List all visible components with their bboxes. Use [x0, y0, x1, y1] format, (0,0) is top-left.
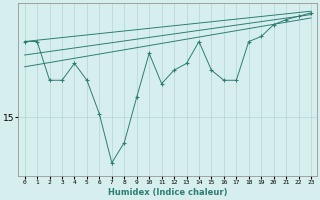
X-axis label: Humidex (Indice chaleur): Humidex (Indice chaleur): [108, 188, 228, 197]
